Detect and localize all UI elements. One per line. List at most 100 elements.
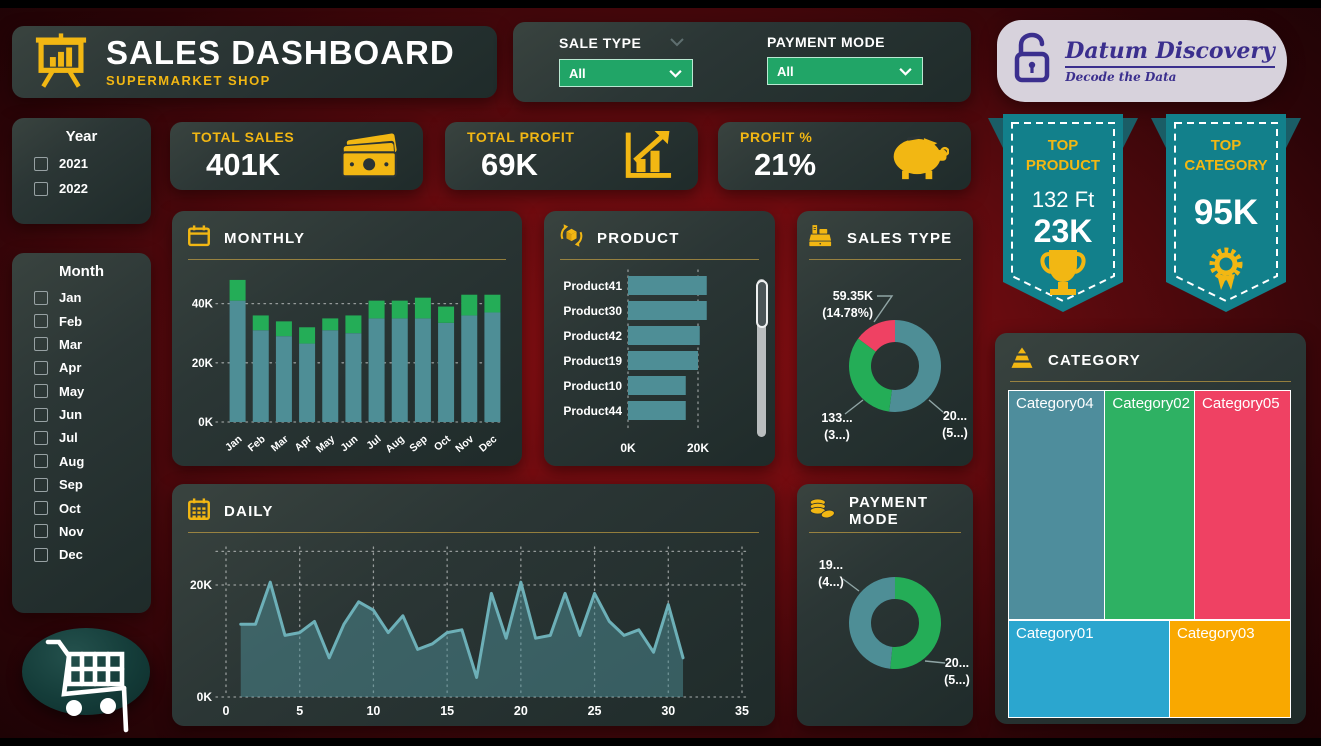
svg-text:Nov: Nov <box>453 433 476 455</box>
year-option-2022[interactable]: 2022 <box>12 176 151 201</box>
month-option-jun[interactable]: Jun <box>12 403 151 426</box>
monthly-chart-card: MONTHLY 0K 20K 40K Jan Feb Mar Apr May Jun Jul Aug… <box>172 211 522 466</box>
treemap-cell-category03[interactable]: Category03 <box>1170 621 1290 717</box>
treemap-cell-category04[interactable]: Category04 <box>1009 391 1104 620</box>
divider <box>809 532 961 533</box>
month-option-sep[interactable]: Sep <box>12 473 151 496</box>
month-option-jan[interactable]: Jan <box>12 286 151 309</box>
month-option-oct[interactable]: Oct <box>12 496 151 519</box>
month-option-dec[interactable]: Dec <box>12 543 151 566</box>
month-option-may[interactable]: May <box>12 380 151 403</box>
svg-text:Mar: Mar <box>269 433 291 454</box>
sale-type-slicer: SALE TYPE All <box>559 34 693 102</box>
chevron-down-icon <box>669 69 682 78</box>
checkbox-unchecked[interactable] <box>34 337 48 352</box>
month-option-aug[interactable]: Aug <box>12 450 151 473</box>
checkbox-unchecked[interactable] <box>34 524 48 539</box>
svg-text:59.35K: 59.35K <box>833 289 873 303</box>
divider <box>188 259 506 260</box>
svg-text:Sep: Sep <box>407 433 429 455</box>
sale-type-dropdown[interactable]: All <box>559 59 693 87</box>
chevron-down-icon[interactable] <box>669 34 685 52</box>
month-option-label: Jan <box>59 290 82 306</box>
kpi-total-sales-value: 401K <box>206 147 281 182</box>
divider <box>188 532 759 533</box>
top-black-strip <box>0 0 1321 8</box>
year-option-2021[interactable]: 2021 <box>12 151 151 176</box>
sales-type-donut-chart[interactable]: 20... (5...) 133... (3...) 59.35K (14.78%) <box>807 264 983 460</box>
shopping-cart-icon <box>45 639 129 733</box>
svg-text:20K: 20K <box>190 578 212 592</box>
month-option-jul[interactable]: Jul <box>12 426 151 449</box>
top-category-title-2: CATEGORY <box>1184 157 1267 174</box>
checkbox-unchecked[interactable] <box>34 384 48 399</box>
presentation-board-icon <box>30 29 92 96</box>
lock-icon <box>1009 32 1053 91</box>
payment-mode-donut-chart[interactable]: 20... (5...) 19... (4...) <box>807 537 983 719</box>
treemap-cell-category02[interactable]: Category02 <box>1105 391 1194 620</box>
trophy-icon <box>1040 250 1086 295</box>
svg-text:(4...): (4...) <box>818 575 844 589</box>
product-bar-chart[interactable]: 0K 20K Product41 Product30 Product42 Product1… <box>558 264 758 460</box>
divider <box>809 259 961 260</box>
month-option-label: Dec <box>59 547 83 563</box>
scrollbar-thumb[interactable] <box>755 280 768 328</box>
svg-text:Product42: Product42 <box>563 329 622 343</box>
divider <box>1010 381 1291 382</box>
category-treemap[interactable]: Category04 Category02 Category05 Category01… <box>1008 390 1291 718</box>
svg-text:(5...): (5...) <box>942 426 968 440</box>
checkbox-unchecked[interactable] <box>34 547 48 562</box>
shopping-cart-button[interactable] <box>22 628 150 733</box>
checkbox-unchecked[interactable] <box>34 360 48 375</box>
payment-mode-title: PAYMENT MODE <box>849 494 929 528</box>
svg-text:0: 0 <box>223 704 230 718</box>
svg-text:15: 15 <box>440 704 454 718</box>
payment-mode-value: All <box>777 63 794 79</box>
checkbox-unchecked[interactable] <box>34 501 48 516</box>
svg-text:Product44: Product44 <box>563 404 622 418</box>
svg-text:(3...): (3...) <box>824 428 850 442</box>
top-product-badge: TOP PRODUCT 132 Ft 23K <box>988 112 1138 320</box>
checkbox-unchecked[interactable] <box>34 407 48 422</box>
sales-type-chart-card: SALES TYPE 20... (5...) 133... (3...) 59.35K… <box>797 211 973 466</box>
sales-type-title: SALES TYPE <box>847 229 953 247</box>
payment-mode-dropdown[interactable]: All <box>767 57 923 85</box>
product-chart-card: PRODUCT 0K 20K Product41 Product30 Product42… <box>544 211 775 466</box>
sale-type-value: All <box>569 65 586 81</box>
checkbox-unchecked[interactable] <box>34 181 48 196</box>
month-option-nov[interactable]: Nov <box>12 520 151 543</box>
svg-text:35: 35 <box>735 704 749 718</box>
checkbox-unchecked[interactable] <box>34 430 48 445</box>
svg-text:Oct: Oct <box>432 433 454 454</box>
checkbox-unchecked[interactable] <box>34 477 48 492</box>
svg-text:Product10: Product10 <box>563 379 622 393</box>
product-title: PRODUCT <box>597 229 680 247</box>
svg-text:20K: 20K <box>687 441 709 455</box>
svg-text:Jan: Jan <box>223 433 245 454</box>
svg-text:19...: 19... <box>819 558 843 572</box>
kpi-total-sales: TOTAL SALES 401K <box>170 122 423 190</box>
month-option-feb[interactable]: Feb <box>12 309 151 332</box>
month-slicer-panel: Month Jan Feb Mar Apr May Jun Jul Aug Sep Oct Nov D… <box>12 253 151 613</box>
daily-chart-card: DAILY 0 5 10 15 20 25 30 35 0K 20K <box>172 484 775 726</box>
checkbox-unchecked[interactable] <box>34 290 48 305</box>
checkbox-unchecked[interactable] <box>34 156 48 171</box>
month-options: Jan Feb Mar Apr May Jun Jul Aug Sep Oct Nov Dec <box>12 286 151 567</box>
bottom-black-strip <box>0 738 1321 746</box>
checkbox-unchecked[interactable] <box>34 454 48 469</box>
svg-text:(14.78%): (14.78%) <box>822 306 873 320</box>
daily-area-chart[interactable]: 0 5 10 15 20 25 30 35 0K 20K <box>186 537 758 723</box>
month-option-label: Oct <box>59 500 81 516</box>
month-option-apr[interactable]: Apr <box>12 356 151 379</box>
piggy-bank-icon <box>887 128 950 185</box>
svg-text:Product30: Product30 <box>563 304 622 318</box>
monthly-stacked-bar-chart[interactable]: 0K 20K 40K Jan Feb Mar Apr May Jun Jul Aug Sep Oct No… <box>186 264 508 462</box>
month-option-mar[interactable]: Mar <box>12 333 151 356</box>
scrollbar-track[interactable] <box>755 279 768 437</box>
year-option-label: 2021 <box>59 156 88 171</box>
svg-text:May: May <box>314 433 337 455</box>
treemap-cell-category01[interactable]: Category01 <box>1009 621 1169 717</box>
treemap-cell-category05[interactable]: Category05 <box>1195 391 1290 620</box>
svg-text:Aug: Aug <box>383 433 406 455</box>
checkbox-unchecked[interactable] <box>34 314 48 329</box>
